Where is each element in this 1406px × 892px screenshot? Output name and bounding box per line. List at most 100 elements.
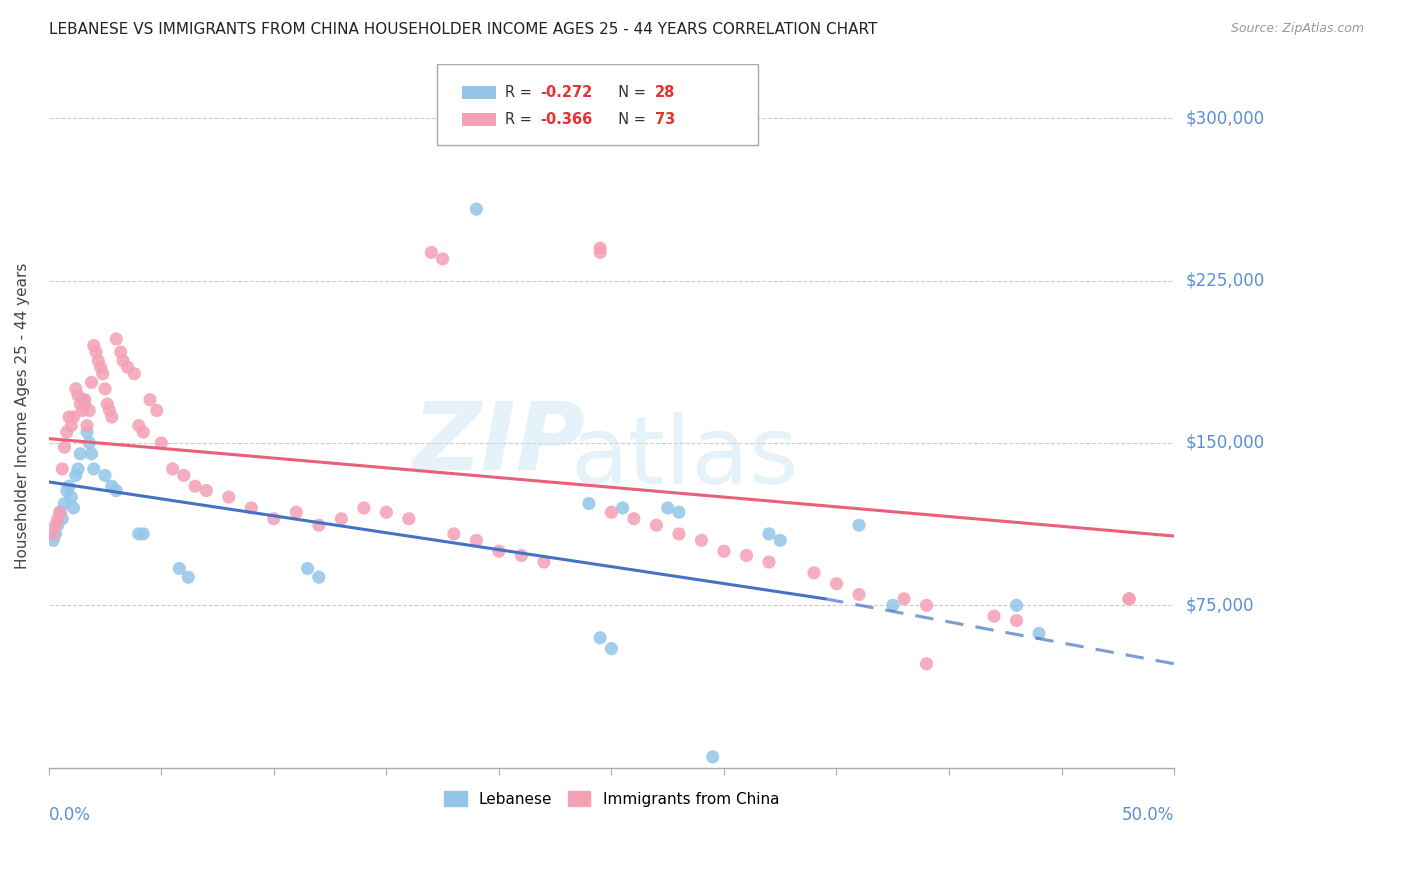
Point [612,500,634,515]
Point [62,500,84,515]
Point [94,468,117,483]
Point [55,483,77,498]
Text: ZIP: ZIP [412,398,585,490]
Point [60,490,83,504]
Point [769,533,792,548]
Point [589,631,612,645]
Point [65,468,87,483]
Text: 28: 28 [655,85,676,100]
Point [46,518,69,533]
Point [240,500,263,515]
Bar [461,87,495,99]
Point [1005,599,1028,613]
Point [825,576,848,591]
Point [77,436,100,450]
Point [91,367,114,381]
Text: -0.366: -0.366 [540,112,593,127]
Point [60,418,83,433]
Point [94,382,117,396]
Text: N =: N = [609,85,651,100]
Point [758,555,780,569]
Text: R =: R = [505,85,536,100]
Point [139,392,162,407]
Point [124,367,146,381]
Point [69,447,91,461]
Point [58,479,80,493]
Point [53,440,76,454]
Text: Source: ZipAtlas.com: Source: ZipAtlas.com [1230,22,1364,36]
Point [713,544,735,558]
Point [83,338,105,352]
Point [132,425,155,439]
Text: $300,000: $300,000 [1185,109,1264,128]
Point [117,360,139,375]
Point [46,512,69,526]
Text: N =: N = [609,112,651,127]
Point [420,245,443,260]
Point [177,570,200,584]
Point [510,549,533,563]
Point [72,403,94,417]
Point [308,518,330,533]
Text: $225,000: $225,000 [1185,271,1264,290]
FancyBboxPatch shape [437,64,758,145]
Point [285,505,308,519]
Point [162,462,184,476]
Point [55,425,77,439]
Point [488,544,510,558]
Point [353,500,375,515]
Point [1028,626,1050,640]
Point [893,591,915,606]
Point [169,561,191,575]
Point [1005,614,1028,628]
Point [375,505,398,519]
Point [128,418,150,433]
Point [589,245,612,260]
Point [42,533,65,548]
Point [465,533,488,548]
Point [87,353,110,368]
Point [848,587,870,601]
Point [668,527,690,541]
Point [83,462,105,476]
Point [72,392,94,407]
Point [150,436,173,450]
Point [465,202,488,216]
Point [735,549,758,563]
Text: $75,000: $75,000 [1185,597,1254,615]
Point [65,382,87,396]
Text: atlas: atlas [571,412,799,504]
Text: $150,000: $150,000 [1185,434,1264,452]
Point [76,418,98,433]
Text: R =: R = [505,112,536,127]
Point [690,533,713,548]
Point [49,505,72,519]
Point [53,497,76,511]
Point [44,527,66,541]
Point [848,518,870,533]
Point [146,403,169,417]
Point [132,527,155,541]
Point [51,462,73,476]
Point [73,397,96,411]
Text: 50.0%: 50.0% [1122,806,1174,824]
Point [623,512,645,526]
Point [80,447,103,461]
Point [42,527,65,541]
Point [578,497,600,511]
Point [432,252,454,266]
Point [1118,591,1140,606]
Point [330,512,353,526]
Point [100,409,122,424]
Point [218,490,240,504]
Point [600,505,623,519]
Point [105,483,128,498]
Point [76,425,98,439]
Point [657,500,679,515]
Point [297,561,319,575]
Point [600,641,623,656]
Point [89,360,111,375]
Point [105,332,128,346]
Point [66,462,89,476]
Legend: Lebanese, Immigrants from China: Lebanese, Immigrants from China [437,785,786,813]
